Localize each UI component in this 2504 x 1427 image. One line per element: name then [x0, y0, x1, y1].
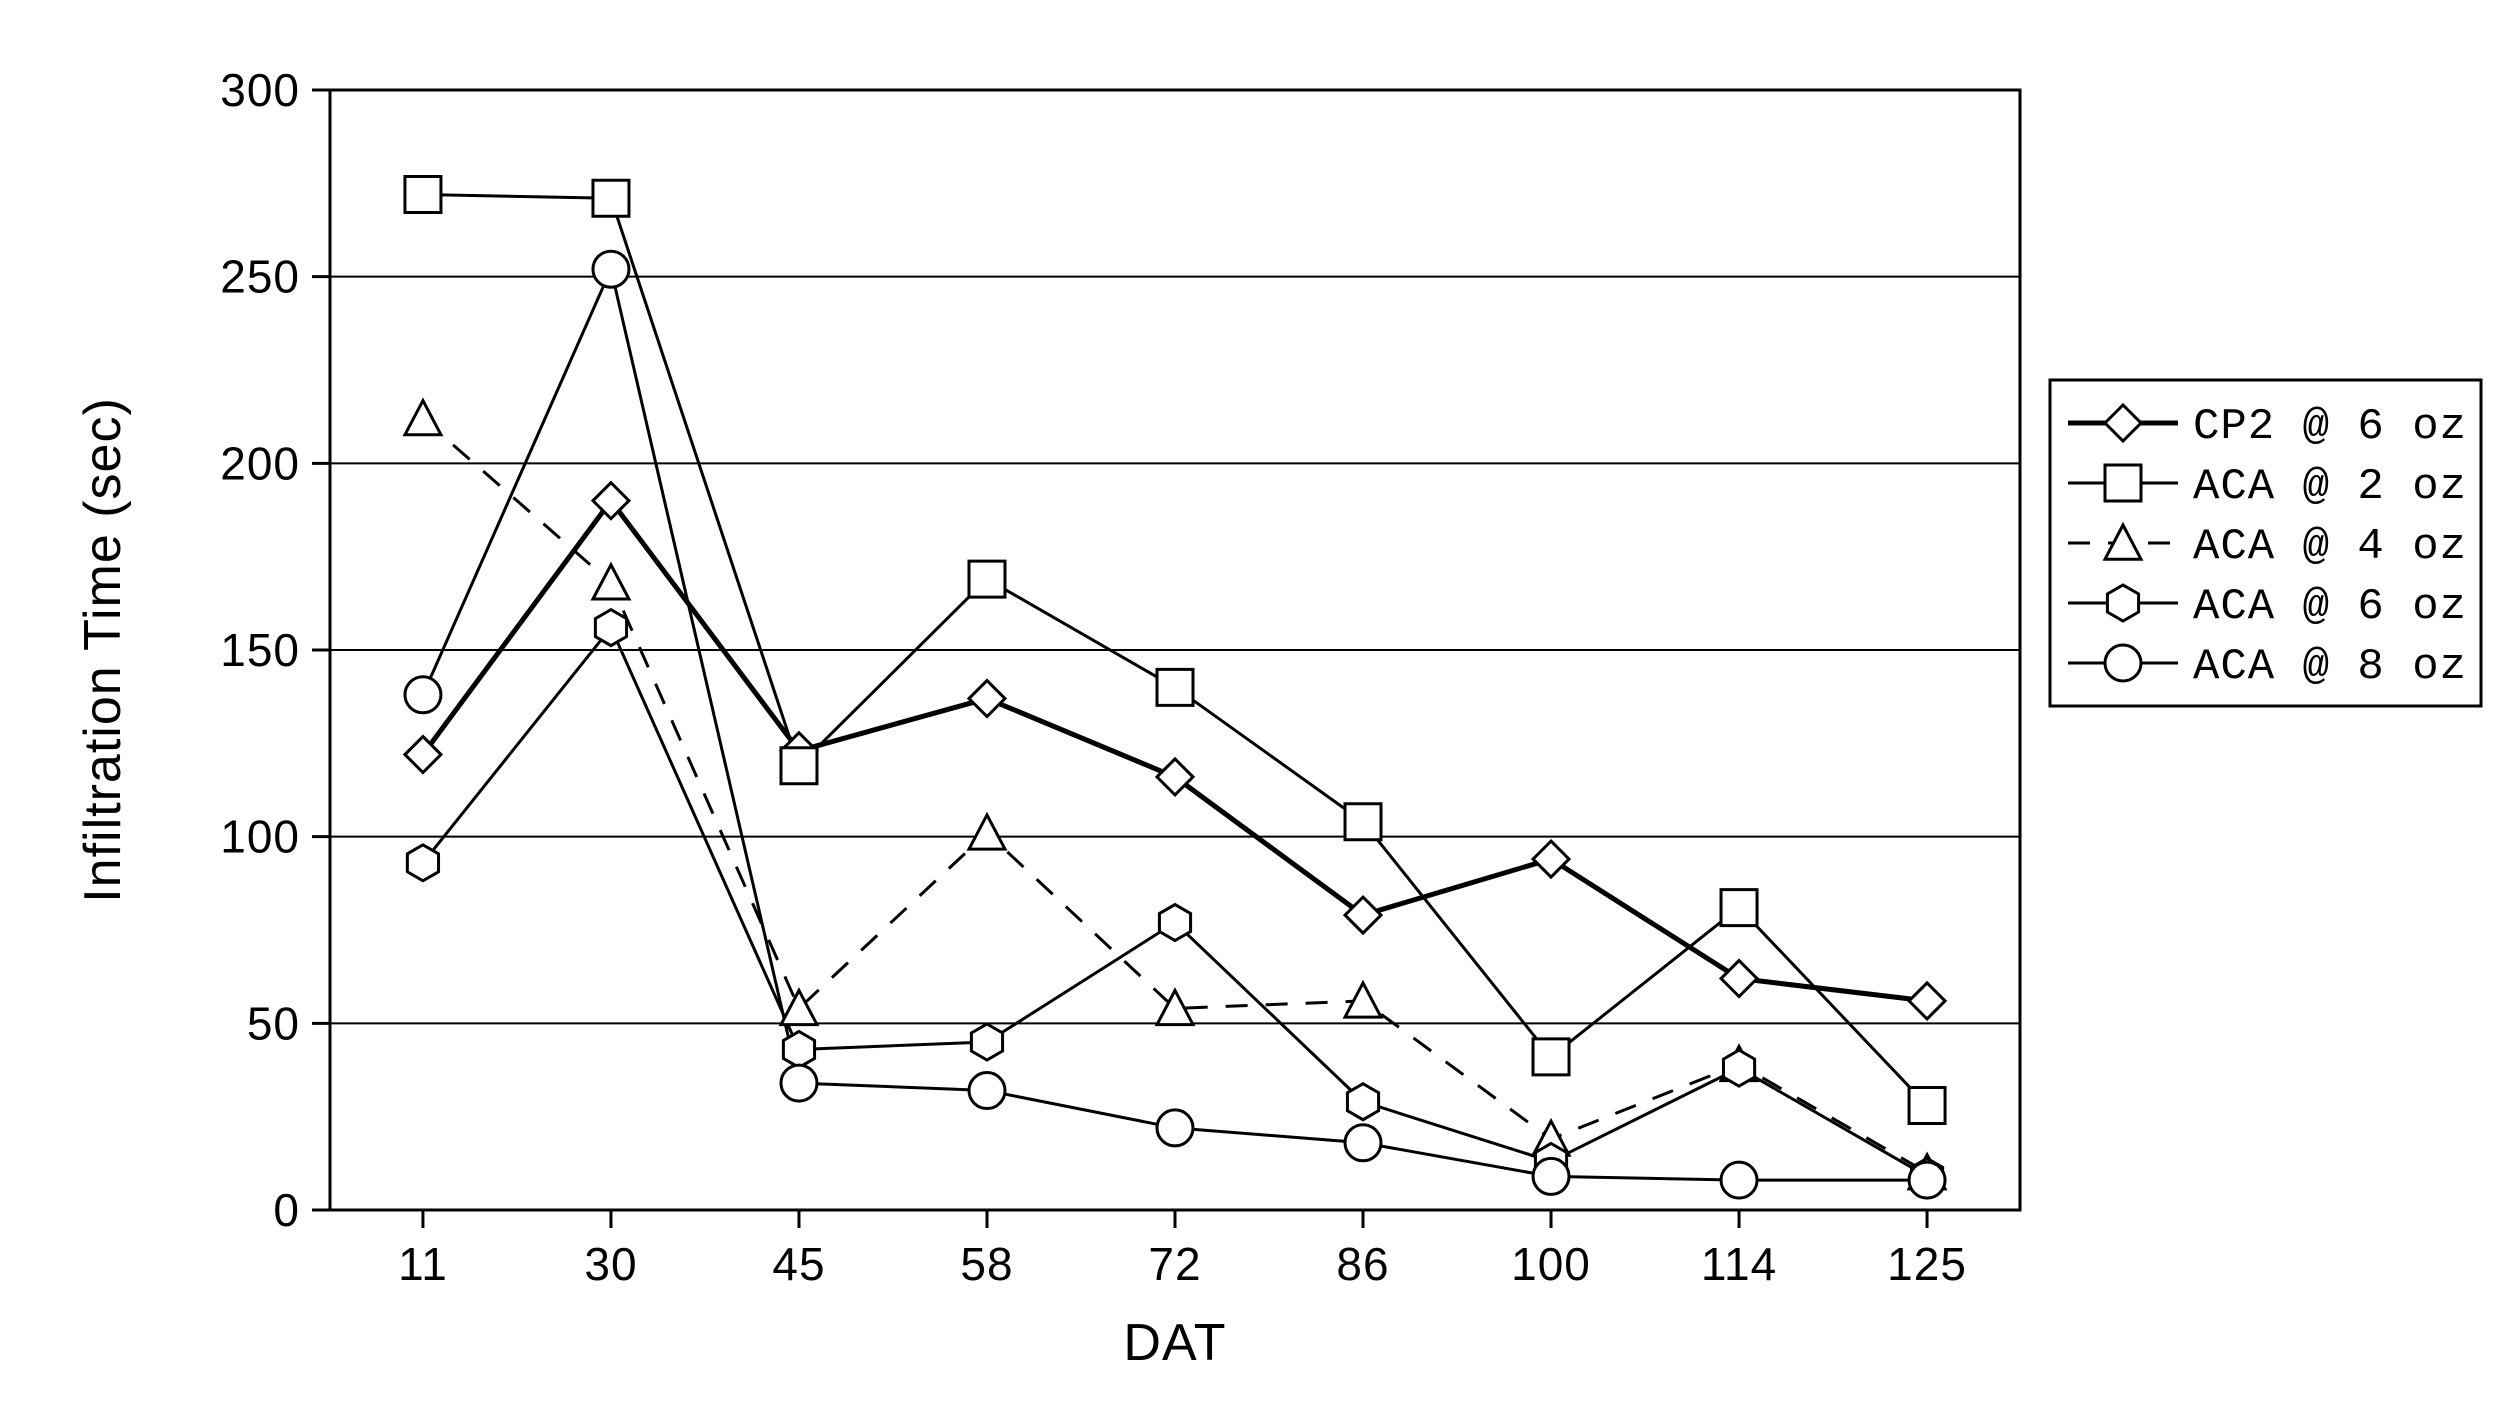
diamond-marker: [1157, 759, 1193, 795]
y-tick-label: 300: [220, 64, 300, 116]
x-tick-label: 114: [1701, 1238, 1777, 1290]
diamond-marker: [593, 483, 629, 519]
legend-label: CP2 @ 6 oz: [2193, 402, 2467, 452]
square-marker: [1909, 1087, 1945, 1123]
legend: CP2 @ 6 oz ACA @ 2 oz ACA @ 4 oz ACA @ 6 oz…: [2050, 380, 2481, 706]
diamond-marker: [1345, 897, 1381, 933]
circle-marker: [1909, 1162, 1945, 1198]
y-tick-label: 250: [220, 251, 300, 303]
chart-container: 0 50 100 150 200 250 300 11 30 45 58 72 86 100 114 125 D…: [0, 0, 2504, 1427]
y-tick-label: 50: [247, 997, 300, 1049]
hexagon-marker: [1159, 905, 1190, 941]
x-tick-label: 58: [960, 1238, 1013, 1290]
x-tick-label: 11: [398, 1238, 448, 1290]
square-marker: [781, 748, 817, 784]
x-tick-label: 100: [1511, 1238, 1591, 1290]
circle-marker: [593, 251, 629, 287]
triangle-marker: [593, 565, 629, 599]
x-tick-label: 125: [1887, 1238, 1967, 1290]
legend-label: ACA @ 8 oz: [2193, 642, 2467, 692]
x-tick-label: 45: [772, 1238, 825, 1290]
circle-marker: [969, 1073, 1005, 1109]
x-tick-label: 72: [1148, 1238, 1201, 1290]
y-tick-label: 150: [220, 624, 300, 676]
diamond-marker: [969, 681, 1005, 717]
square-marker: [405, 177, 441, 213]
series-line: [423, 628, 1927, 1177]
x-tick-label: 30: [584, 1238, 637, 1290]
legend-label: ACA @ 4 oz: [2193, 522, 2467, 572]
hexagon-marker: [1347, 1084, 1378, 1120]
y-tick-label: 200: [220, 437, 300, 489]
line-chart: 0 50 100 150 200 250 300 11 30 45 58 72 86 100 114 125 D…: [0, 0, 2504, 1427]
legend-label: ACA @ 2 oz: [2193, 462, 2467, 512]
circle-marker: [781, 1065, 817, 1101]
square-marker: [1721, 890, 1757, 926]
triangle-marker: [969, 815, 1005, 849]
diamond-marker: [405, 737, 441, 773]
hexagon-marker: [783, 1031, 814, 1067]
square-marker: [1533, 1039, 1569, 1075]
square-marker: [1345, 804, 1381, 840]
diamond-marker: [1533, 841, 1569, 877]
legend-circle-icon: [2105, 645, 2141, 681]
hexagon-marker: [1723, 1050, 1754, 1086]
hexagon-marker: [971, 1024, 1002, 1060]
y-axis-title: Infiltration Time (sec): [74, 397, 132, 903]
y-tick-label: 100: [220, 811, 300, 863]
circle-marker: [1345, 1125, 1381, 1161]
legend-label: ACA @ 6 oz: [2193, 582, 2467, 632]
circle-marker: [405, 677, 441, 713]
circle-marker: [1157, 1110, 1193, 1146]
hexagon-marker: [407, 845, 438, 881]
diamond-marker: [1909, 983, 1945, 1019]
legend-square-icon: [2105, 465, 2141, 501]
x-axis-title: DAT: [1123, 1314, 1226, 1372]
diamond-marker: [1721, 961, 1757, 997]
x-tick-label: 86: [1336, 1238, 1389, 1290]
square-marker: [969, 561, 1005, 597]
triangle-marker: [405, 401, 441, 435]
circle-marker: [1533, 1158, 1569, 1194]
y-tick-label: 0: [273, 1184, 300, 1236]
circle-marker: [1721, 1162, 1757, 1198]
legend-hexagon-icon: [2107, 585, 2138, 621]
square-marker: [593, 180, 629, 216]
hexagon-marker: [595, 610, 626, 646]
series-line: [423, 269, 1927, 1180]
square-marker: [1157, 669, 1193, 705]
